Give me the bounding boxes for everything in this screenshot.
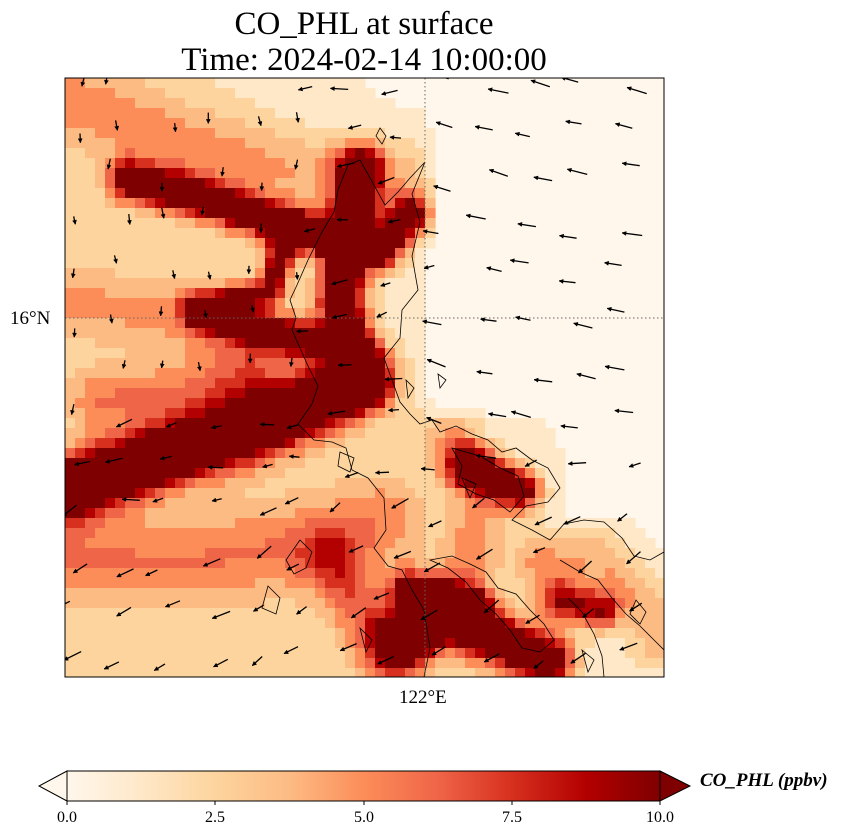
colorbar-min-extend [37,770,68,802]
colorbar-tick: 2.5 [205,809,225,826]
colorbar-label: CO_PHL (ppbv) [700,770,828,791]
wind-vectors [65,78,647,672]
colorbar-tick: 0.0 [57,809,77,826]
colorbar-gradient [66,770,661,802]
map-title: CO_PHL at surface [234,6,494,42]
colorbar-max-extend [659,770,692,802]
colorbar [37,770,692,805]
map-frame [64,77,665,678]
concentration-field [65,78,664,677]
colorbar-tick: 5.0 [354,809,374,826]
colorbar-tick: 10.0 [646,809,674,826]
map-panel [64,77,665,678]
latitude-label: 16°N [10,308,51,329]
longitude-label: 122°E [399,687,447,708]
map-timestamp: Time: 2024-02-14 10:00:00 [181,42,547,78]
colorbar-tick: 7.5 [502,809,522,826]
